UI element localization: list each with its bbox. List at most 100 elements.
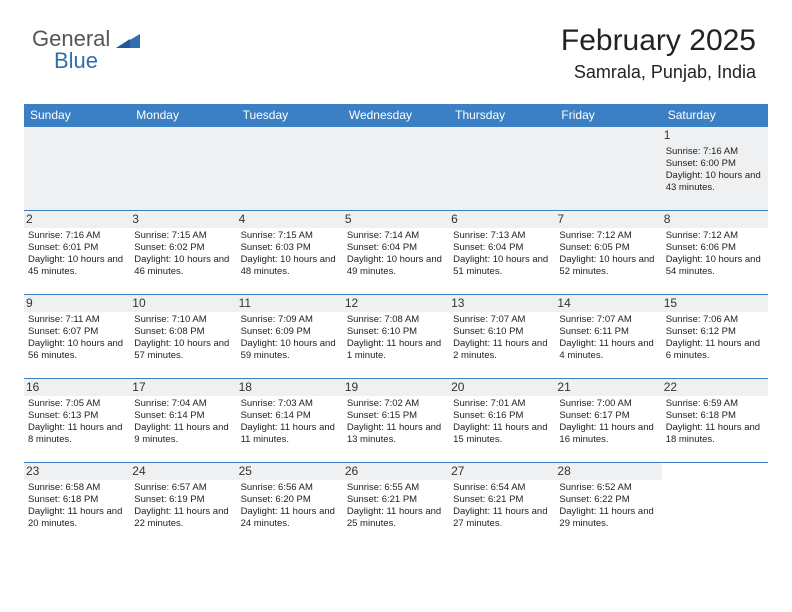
day-details: Sunrise: 7:10 AMSunset: 6:08 PMDaylight:… — [134, 314, 232, 362]
calendar-cell: 2 Sunrise: 7:16 AMSunset: 6:01 PMDaylight… — [24, 211, 130, 295]
day-details: Sunrise: 6:58 AMSunset: 6:18 PMDaylight:… — [28, 482, 126, 530]
day-header: Wednesday — [343, 104, 449, 127]
day-details: Sunrise: 7:12 AMSunset: 6:06 PMDaylight:… — [666, 230, 764, 278]
calendar-cell: 25 Sunrise: 6:56 AMSunset: 6:20 PMDayligh… — [237, 463, 343, 547]
day-number: 3 — [130, 211, 236, 228]
day-details: Sunrise: 7:09 AMSunset: 6:09 PMDaylight:… — [241, 314, 339, 362]
day-number: 16 — [24, 379, 130, 396]
day-details: Sunrise: 7:12 AMSunset: 6:05 PMDaylight:… — [559, 230, 657, 278]
page-subtitle: Samrala, Punjab, India — [561, 62, 756, 83]
calendar-cell: 8 Sunrise: 7:12 AMSunset: 6:06 PMDaylight… — [662, 211, 768, 295]
day-number: 28 — [555, 463, 661, 480]
calendar-cell: 14 Sunrise: 7:07 AMSunset: 6:11 PMDayligh… — [555, 295, 661, 379]
calendar-week-row: 23Sunrise: 6:58 AMSunset: 6:18 PMDayligh… — [24, 463, 768, 547]
calendar-cell — [343, 127, 449, 211]
day-number: 21 — [555, 379, 661, 396]
day-details: Sunrise: 7:16 AMSunset: 6:01 PMDaylight:… — [28, 230, 126, 278]
day-number: 13 — [449, 295, 555, 312]
header: February 2025 Samrala, Punjab, India — [561, 24, 756, 83]
day-details: Sunrise: 6:54 AMSunset: 6:21 PMDaylight:… — [453, 482, 551, 530]
calendar-week-row: 1 Sunrise: 7:16 AMSunset: 6:00 PMDaylight… — [24, 127, 768, 211]
day-number: 27 — [449, 463, 555, 480]
day-number: 19 — [343, 379, 449, 396]
day-header: Saturday — [662, 104, 768, 127]
calendar-cell: 13 Sunrise: 7:07 AMSunset: 6:10 PMDayligh… — [449, 295, 555, 379]
day-details: Sunrise: 6:55 AMSunset: 6:21 PMDaylight:… — [347, 482, 445, 530]
day-number: 18 — [237, 379, 343, 396]
day-details: Sunrise: 7:16 AMSunset: 6:00 PMDaylight:… — [666, 146, 764, 194]
day-header: Tuesday — [237, 104, 343, 127]
page-title: February 2025 — [561, 24, 756, 58]
logo-triangle-icon — [116, 32, 142, 50]
calendar-week-row: 2 Sunrise: 7:16 AMSunset: 6:01 PMDaylight… — [24, 211, 768, 295]
day-number: 9 — [24, 295, 130, 312]
day-number: 8 — [662, 211, 768, 228]
day-details: Sunrise: 7:11 AMSunset: 6:07 PMDaylight:… — [28, 314, 126, 362]
calendar-cell — [662, 463, 768, 547]
logo: General Blue — [32, 26, 110, 74]
day-number: 24 — [130, 463, 236, 480]
day-number: 25 — [237, 463, 343, 480]
day-details: Sunrise: 7:13 AMSunset: 6:04 PMDaylight:… — [453, 230, 551, 278]
day-number: 2 — [24, 211, 130, 228]
day-details: Sunrise: 7:00 AMSunset: 6:17 PMDaylight:… — [559, 398, 657, 446]
calendar-cell: 18 Sunrise: 7:03 AMSunset: 6:14 PMDayligh… — [237, 379, 343, 463]
calendar-cell: 20Sunrise: 7:01 AMSunset: 6:16 PMDayligh… — [449, 379, 555, 463]
day-number: 1 — [662, 127, 768, 144]
day-details: Sunrise: 7:07 AMSunset: 6:10 PMDaylight:… — [453, 314, 551, 362]
calendar-cell — [237, 127, 343, 211]
calendar-cell: 23Sunrise: 6:58 AMSunset: 6:18 PMDayligh… — [24, 463, 130, 547]
calendar-cell: 24 Sunrise: 6:57 AMSunset: 6:19 PMDayligh… — [130, 463, 236, 547]
calendar-cell: 21 Sunrise: 7:00 AMSunset: 6:17 PMDayligh… — [555, 379, 661, 463]
day-details: Sunrise: 7:06 AMSunset: 6:12 PMDaylight:… — [666, 314, 764, 362]
day-header: Thursday — [449, 104, 555, 127]
day-details: Sunrise: 7:14 AMSunset: 6:04 PMDaylight:… — [347, 230, 445, 278]
calendar-cell: 4Sunrise: 7:15 AMSunset: 6:03 PMDaylight… — [237, 211, 343, 295]
day-header: Monday — [130, 104, 236, 127]
calendar-cell: 7 Sunrise: 7:12 AMSunset: 6:05 PMDaylight… — [555, 211, 661, 295]
day-number: 26 — [343, 463, 449, 480]
day-details: Sunrise: 7:04 AMSunset: 6:14 PMDaylight:… — [134, 398, 232, 446]
calendar-cell — [130, 127, 236, 211]
calendar-cell: 6 Sunrise: 7:13 AMSunset: 6:04 PMDaylight… — [449, 211, 555, 295]
day-number: 17 — [130, 379, 236, 396]
calendar-cell: 11Sunrise: 7:09 AMSunset: 6:09 PMDayligh… — [237, 295, 343, 379]
day-header: Sunday — [24, 104, 130, 127]
calendar-cell: 9 Sunrise: 7:11 AMSunset: 6:07 PMDaylight… — [24, 295, 130, 379]
calendar-cell: 5 Sunrise: 7:14 AMSunset: 6:04 PMDaylight… — [343, 211, 449, 295]
day-number: 7 — [555, 211, 661, 228]
day-details: Sunrise: 6:59 AMSunset: 6:18 PMDaylight:… — [666, 398, 764, 446]
calendar-cell: 19 Sunrise: 7:02 AMSunset: 6:15 PMDayligh… — [343, 379, 449, 463]
day-details: Sunrise: 6:56 AMSunset: 6:20 PMDaylight:… — [241, 482, 339, 530]
day-number: 5 — [343, 211, 449, 228]
calendar-cell: 10 Sunrise: 7:10 AMSunset: 6:08 PMDayligh… — [130, 295, 236, 379]
calendar-cell: 22 Sunrise: 6:59 AMSunset: 6:18 PMDayligh… — [662, 379, 768, 463]
day-header: Friday — [555, 104, 661, 127]
day-number: 10 — [130, 295, 236, 312]
day-number: 6 — [449, 211, 555, 228]
calendar-week-row: 9 Sunrise: 7:11 AMSunset: 6:07 PMDaylight… — [24, 295, 768, 379]
calendar-cell: 28 Sunrise: 6:52 AMSunset: 6:22 PMDayligh… — [555, 463, 661, 547]
day-details: Sunrise: 7:15 AMSunset: 6:02 PMDaylight:… — [134, 230, 232, 278]
calendar-table: SundayMondayTuesdayWednesdayThursdayFrid… — [24, 104, 768, 547]
day-details: Sunrise: 7:02 AMSunset: 6:15 PMDaylight:… — [347, 398, 445, 446]
day-details: Sunrise: 7:05 AMSunset: 6:13 PMDaylight:… — [28, 398, 126, 446]
day-details: Sunrise: 7:01 AMSunset: 6:16 PMDaylight:… — [453, 398, 551, 446]
calendar-header-row: SundayMondayTuesdayWednesdayThursdayFrid… — [24, 104, 768, 127]
calendar-cell: 26 Sunrise: 6:55 AMSunset: 6:21 PMDayligh… — [343, 463, 449, 547]
day-number: 14 — [555, 295, 661, 312]
day-details: Sunrise: 6:57 AMSunset: 6:19 PMDaylight:… — [134, 482, 232, 530]
calendar-cell: 17 Sunrise: 7:04 AMSunset: 6:14 PMDayligh… — [130, 379, 236, 463]
calendar-cell: 15Sunrise: 7:06 AMSunset: 6:12 PMDayligh… — [662, 295, 768, 379]
calendar-cell: 12Sunrise: 7:08 AMSunset: 6:10 PMDayligh… — [343, 295, 449, 379]
calendar-cell — [24, 127, 130, 211]
day-details: Sunrise: 7:07 AMSunset: 6:11 PMDaylight:… — [559, 314, 657, 362]
day-details: Sunrise: 7:03 AMSunset: 6:14 PMDaylight:… — [241, 398, 339, 446]
day-details: Sunrise: 6:52 AMSunset: 6:22 PMDaylight:… — [559, 482, 657, 530]
day-number: 12 — [343, 295, 449, 312]
calendar-cell: 27 Sunrise: 6:54 AMSunset: 6:21 PMDayligh… — [449, 463, 555, 547]
day-details: Sunrise: 7:15 AMSunset: 6:03 PMDaylight:… — [241, 230, 339, 278]
calendar-cell: 16 Sunrise: 7:05 AMSunset: 6:13 PMDayligh… — [24, 379, 130, 463]
calendar-cell — [449, 127, 555, 211]
day-number: 22 — [662, 379, 768, 396]
